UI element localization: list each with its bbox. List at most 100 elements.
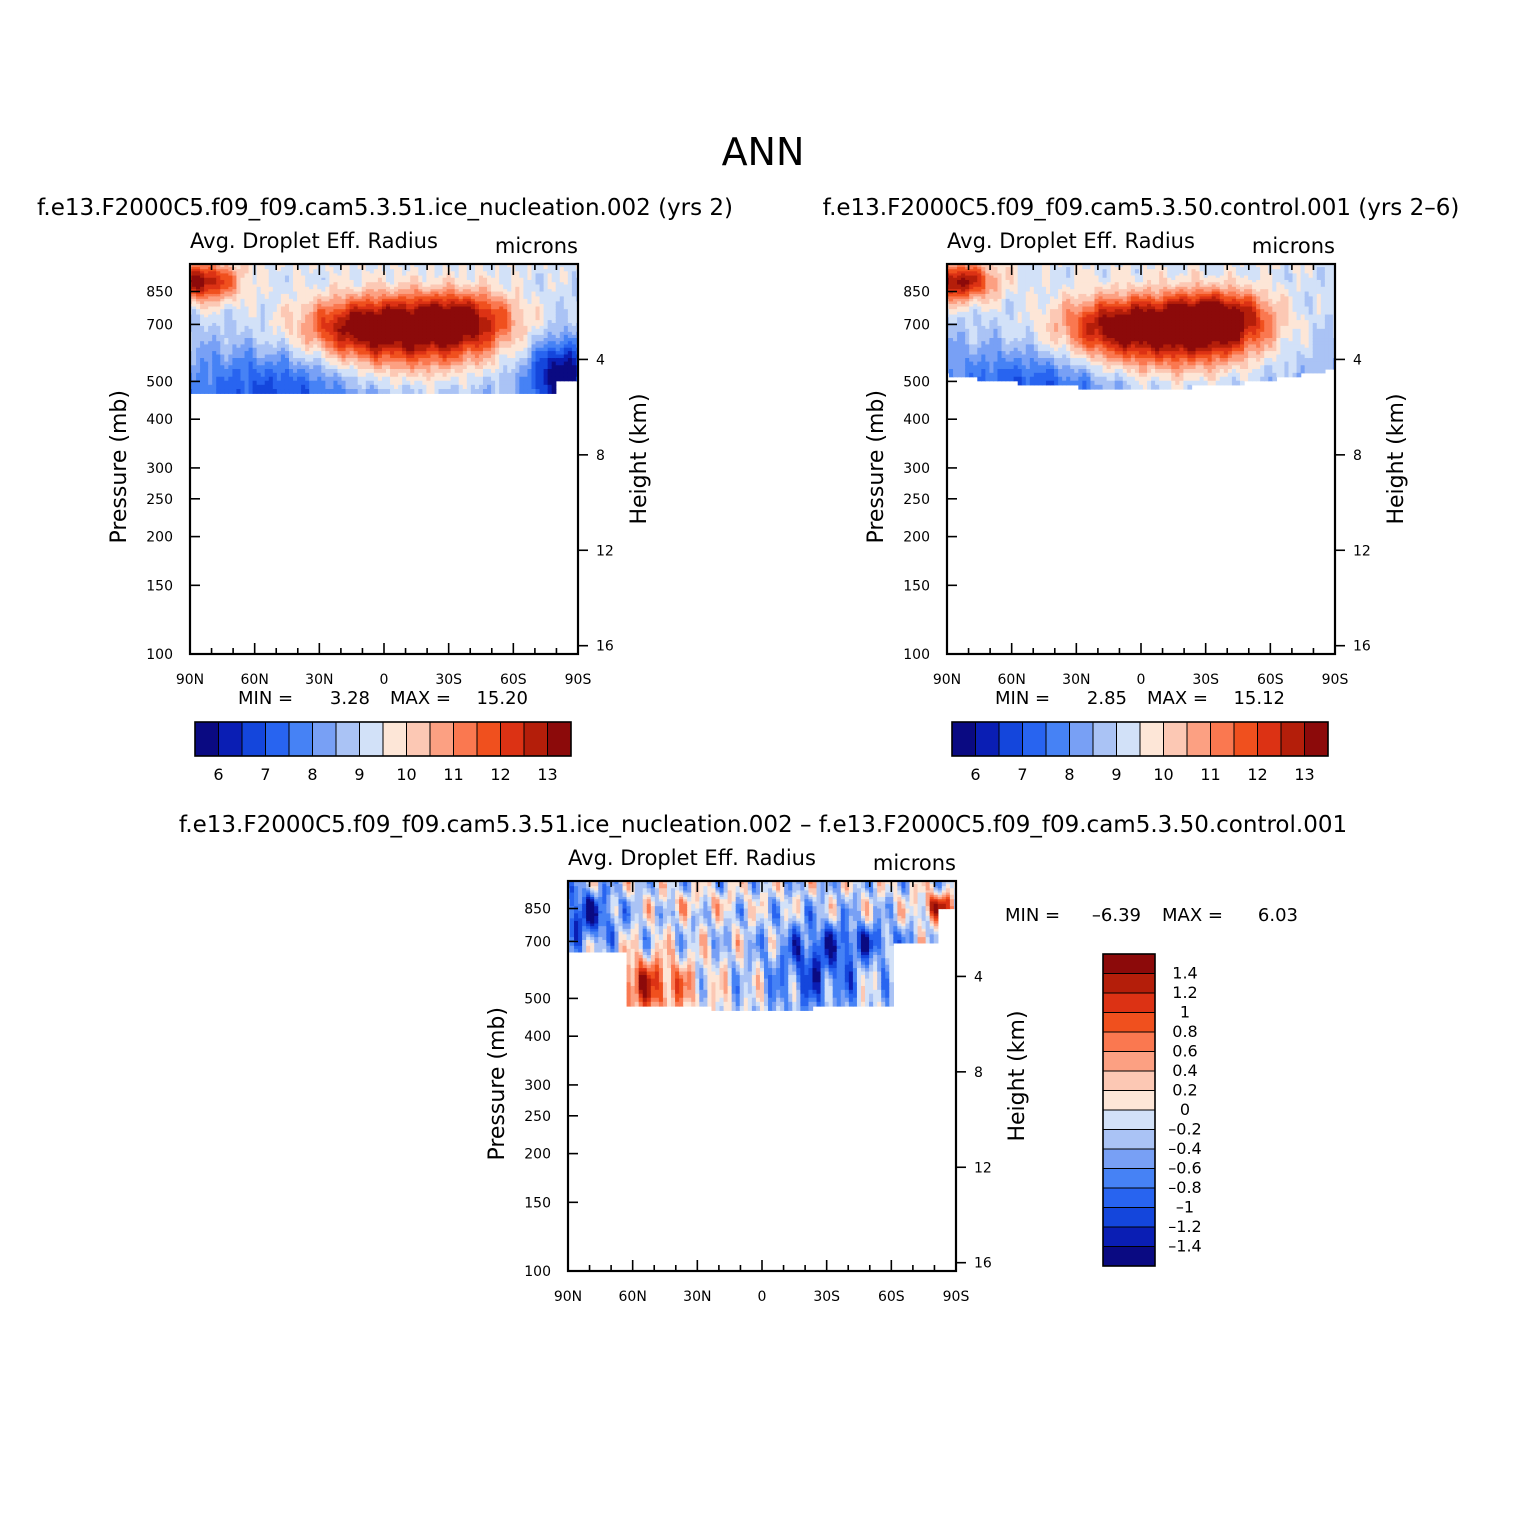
contour-cell (196, 373, 201, 378)
contour-cell (297, 351, 302, 355)
contour-cell (499, 389, 504, 394)
contour-cell (249, 351, 254, 355)
contour-cell (483, 373, 488, 378)
contour-cell (981, 373, 986, 378)
contour-cell (511, 358, 516, 362)
contour-cell (228, 358, 233, 362)
contour-cell (536, 355, 541, 359)
contour-cell (463, 358, 468, 362)
contour-cell (297, 362, 302, 366)
contour-cell (519, 355, 524, 359)
contour-cell (313, 362, 318, 366)
contour-cell (354, 381, 359, 386)
colorbar-swatch (477, 722, 501, 756)
contour-cell (245, 381, 250, 386)
contour-cell (564, 369, 569, 373)
contour-cell (192, 389, 197, 394)
contour-cell (358, 381, 363, 386)
contour-cell (491, 358, 496, 362)
contour-cell (293, 373, 298, 378)
contour-cell (455, 355, 460, 359)
contour-cell (519, 385, 524, 390)
contour-cell (531, 389, 536, 394)
contour-cell (208, 365, 213, 369)
contour-cell (503, 351, 508, 355)
contour-cell (297, 355, 302, 359)
colorbar-swatch (289, 722, 313, 756)
contour-cell (447, 377, 452, 382)
contour-cell (949, 369, 954, 373)
contour-cell (301, 385, 306, 390)
contour-cell (386, 362, 391, 366)
contour-cell (342, 377, 347, 382)
contour-cell (346, 373, 351, 378)
contour-cell (527, 358, 532, 362)
contour-cell (358, 358, 363, 362)
contour-cell (467, 365, 472, 369)
contour-cell (459, 362, 464, 366)
contour-cell (989, 355, 994, 359)
contour-cell (333, 358, 338, 362)
contour-cell (479, 369, 484, 373)
contour-cell (301, 365, 306, 369)
contour-cell (406, 355, 411, 359)
contour-cell (208, 377, 213, 382)
contour-cell (418, 369, 423, 373)
contour-cell (261, 385, 266, 390)
contour-cell (491, 369, 496, 373)
contour-cell (216, 358, 221, 362)
contour-cell (499, 373, 504, 378)
contour-cell (402, 351, 407, 355)
contour-cell (564, 351, 569, 355)
contour-cell (257, 373, 262, 378)
contour-cell (487, 358, 492, 362)
contour-cell (378, 377, 383, 382)
contour-cell (362, 369, 367, 373)
contour-cell (208, 369, 213, 373)
contour-cell (548, 365, 553, 369)
contour-cell (370, 362, 375, 366)
contour-cell (346, 351, 351, 355)
contour-cell (281, 381, 286, 386)
contour-cell (236, 362, 241, 366)
contour-cell (548, 358, 553, 362)
contour-cell (386, 358, 391, 362)
contour-cell (390, 351, 395, 355)
contour-cell (953, 373, 958, 378)
contour-cell (358, 389, 363, 394)
contour-cell (196, 355, 201, 359)
lat-tick-label: 90N (176, 672, 204, 688)
contour-cell (475, 351, 480, 355)
contour-cell (289, 351, 294, 355)
pressure-tick-label: 300 (146, 461, 173, 477)
contour-cell (265, 369, 270, 373)
contour-cell (196, 362, 201, 366)
contour-cell (467, 362, 472, 366)
contour-cell (342, 351, 347, 355)
contour-cell (200, 377, 205, 382)
contour-cell (487, 381, 492, 386)
contour-cell (257, 351, 262, 355)
contour-cell (483, 358, 488, 362)
contour-cell (483, 355, 488, 359)
contour-cell (572, 358, 577, 362)
contour-cell (439, 369, 444, 373)
contour-cell (232, 385, 237, 390)
contour-cell (507, 373, 512, 378)
contour-cell (285, 355, 290, 359)
contour-cell (434, 381, 439, 386)
contour-cell (977, 373, 982, 378)
contour-cell (313, 385, 318, 390)
contour-cell (305, 369, 310, 373)
contour-cell (519, 369, 524, 373)
contour-cell (503, 362, 508, 366)
contour-cell (285, 381, 290, 386)
contour-cell (301, 389, 306, 394)
contour-cell (503, 389, 508, 394)
contour-cell (281, 373, 286, 378)
contour-cell (386, 369, 391, 373)
contour-cell (523, 373, 528, 378)
contour-cell (467, 389, 472, 394)
contour-cell (390, 385, 395, 390)
contour-cell (568, 373, 573, 378)
